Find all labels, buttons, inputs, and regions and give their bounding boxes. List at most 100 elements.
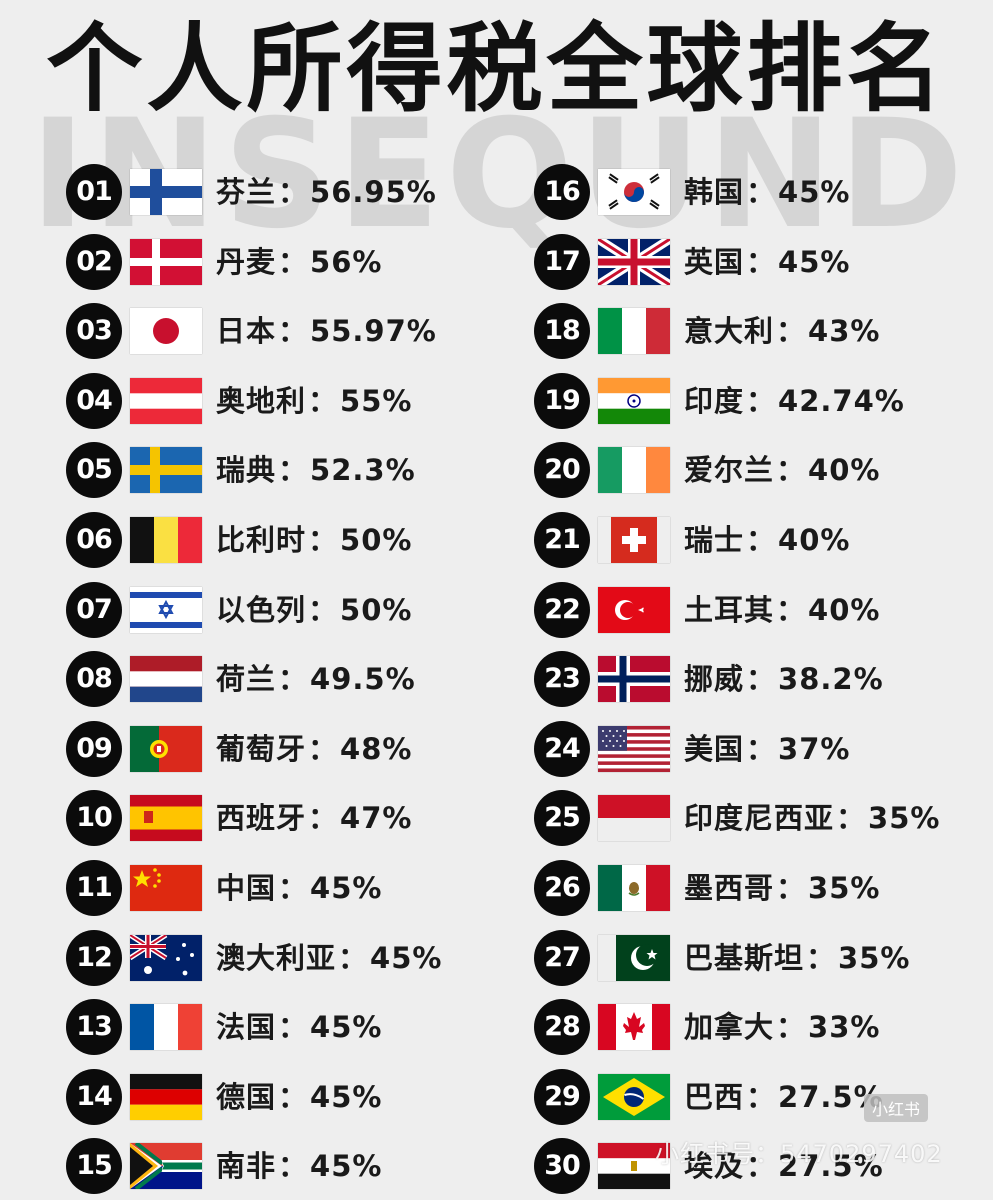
germany-flag-icon — [130, 1073, 202, 1120]
country-rate-label: 土耳其：40% — [684, 588, 880, 632]
usa-flag-icon — [598, 725, 670, 772]
country-rate-label: 巴西：27.5% — [684, 1075, 884, 1119]
country-name: 美国 — [684, 731, 745, 766]
rank-badge: 16 — [534, 164, 590, 220]
rank-badge: 23 — [534, 651, 590, 708]
rank-badge: 26 — [534, 859, 590, 916]
country-rate-label: 意大利：43% — [684, 309, 880, 353]
austria-flag-icon — [130, 377, 202, 424]
country-rate-label: 巴基斯坦：35% — [684, 936, 910, 980]
rank-badge: 11 — [66, 859, 122, 916]
country-rate-label: 丹麦：56% — [216, 240, 382, 284]
tax-rate: 45% — [370, 940, 443, 975]
country-name: 意大利 — [684, 314, 775, 349]
indonesia-flag-icon — [598, 795, 670, 842]
country-name: 奥地利 — [216, 383, 307, 418]
country-rate-label: 韩国：45% — [684, 170, 850, 214]
country-rate-label: 瑞士：40% — [684, 518, 850, 562]
switzerland-flag-icon — [598, 516, 670, 563]
rank-badge: 19 — [534, 372, 590, 429]
brazil-flag-icon — [598, 1073, 670, 1120]
country-name: 丹麦 — [216, 244, 277, 279]
tax-rate: 55% — [340, 383, 413, 418]
country-name: 墨西哥 — [684, 870, 775, 905]
separator-colon: ： — [308, 383, 339, 418]
separator-colon: ： — [746, 244, 777, 279]
denmark-flag-icon — [130, 238, 202, 285]
separator-colon: ： — [836, 801, 867, 836]
country-name: 瑞士 — [684, 522, 745, 557]
rank-badge: 25 — [534, 790, 590, 847]
country-name: 以色列 — [216, 592, 307, 627]
tax-rate: 50% — [340, 522, 413, 557]
country-rate-label: 以色列：50% — [216, 588, 412, 632]
rank-badge: 24 — [534, 720, 590, 777]
sweden-flag-icon — [130, 447, 202, 494]
country-name: 印度尼西亚 — [684, 801, 835, 836]
separator-colon: ： — [776, 870, 807, 905]
rank-badge: 08 — [66, 651, 122, 708]
country-rate-label: 澳大利亚：45% — [216, 936, 442, 980]
tax-rate: 35% — [868, 801, 941, 836]
rank-badge: 27 — [534, 929, 590, 986]
country-name: 澳大利亚 — [216, 940, 337, 975]
belgium-flag-icon — [130, 516, 202, 563]
italy-flag-icon — [598, 308, 670, 355]
tax-rate: 45% — [310, 870, 383, 905]
country-name: 土耳其 — [684, 592, 775, 627]
separator-colon: ： — [746, 1079, 777, 1114]
country-name: 英国 — [684, 244, 745, 279]
country-name: 挪威 — [684, 662, 745, 697]
country-name: 南非 — [216, 1149, 277, 1184]
netherlands-flag-icon — [130, 656, 202, 703]
country-rate-label: 法国：45% — [216, 1005, 382, 1049]
rank-badge: 12 — [66, 929, 122, 986]
separator-colon: ： — [278, 1010, 309, 1045]
separator-colon: ： — [308, 731, 339, 766]
tax-rate: 45% — [310, 1079, 383, 1114]
tax-rate: 49.5% — [310, 662, 416, 697]
ireland-flag-icon — [598, 447, 670, 494]
separator-colon: ： — [278, 244, 309, 279]
country-rate-label: 比利时：50% — [216, 518, 412, 562]
country-name: 德国 — [216, 1079, 277, 1114]
korea-flag-icon — [598, 169, 670, 215]
rank-badge: 20 — [534, 442, 590, 499]
country-rate-label: 挪威：38.2% — [684, 657, 884, 701]
israel-flag-icon — [130, 586, 202, 633]
country-rate-label: 中国：45% — [216, 866, 382, 910]
tax-rate: 45% — [310, 1149, 383, 1184]
rank-badge: 02 — [66, 233, 122, 290]
country-name: 比利时 — [216, 522, 307, 557]
country-name: 中国 — [216, 870, 277, 905]
tax-rate: 35% — [808, 870, 881, 905]
country-rate-label: 印度尼西亚：35% — [684, 796, 940, 840]
separator-colon: ： — [806, 940, 837, 975]
portugal-flag-icon — [130, 725, 202, 772]
separator-colon: ： — [278, 314, 309, 349]
country-rate-label: 南非：45% — [216, 1144, 382, 1188]
finland-flag-icon — [130, 169, 202, 215]
separator-colon: ： — [278, 662, 309, 697]
country-rate-label: 葡萄牙：48% — [216, 727, 412, 771]
country-rate-label: 德国：45% — [216, 1075, 382, 1119]
tax-rate: 48% — [340, 731, 413, 766]
france-flag-icon — [130, 1004, 202, 1051]
separator-colon: ： — [278, 453, 309, 488]
separator-colon: ： — [776, 453, 807, 488]
spain-flag-icon — [130, 795, 202, 842]
tax-rate: 47% — [340, 801, 413, 836]
xiaohongshu-id-watermark: 小红书号：5470297402 — [655, 1140, 943, 1168]
separator-colon: ： — [746, 1149, 777, 1184]
country-name: 法国 — [216, 1010, 277, 1045]
tax-rate: 52.3% — [310, 453, 416, 488]
separator-colon: ： — [746, 731, 777, 766]
country-name: 韩国 — [684, 175, 745, 209]
country-name: 加拿大 — [684, 1010, 775, 1045]
country-name: 西班牙 — [216, 801, 307, 836]
country-name: 巴西 — [684, 1079, 745, 1114]
tax-rate: 27.5% — [778, 1149, 884, 1184]
country-rate-label: 美国：37% — [684, 727, 850, 771]
turkey-flag-icon — [598, 586, 670, 633]
country-rate-label: 英国：45% — [684, 240, 850, 284]
